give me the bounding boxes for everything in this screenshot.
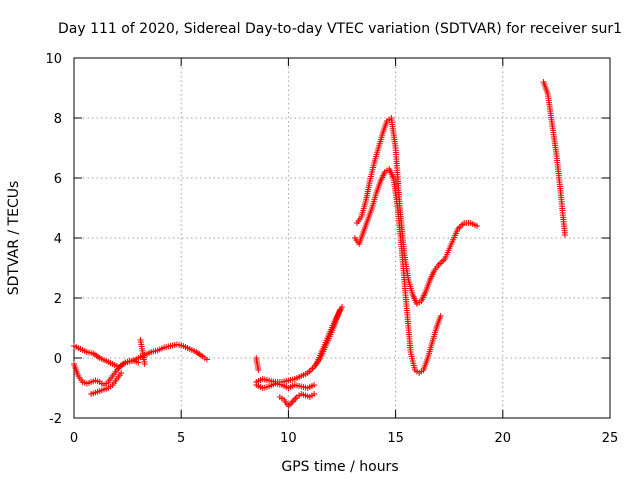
data-point-229 — [292, 395, 299, 402]
series-0-segment-11 — [540, 79, 568, 238]
x-tick-label-5: 25 — [602, 431, 619, 446]
y-tick-label-2: 2 — [54, 292, 62, 307]
data-point-438 — [437, 313, 444, 319]
data-point-104 — [135, 359, 142, 366]
series-0-segment-10 — [354, 115, 481, 307]
data-layer — [71, 79, 568, 409]
data-point-696 — [561, 232, 568, 238]
series-0-segment-5 — [253, 307, 343, 385]
data-point-161 — [311, 382, 318, 388]
series-0-segment-1 — [71, 358, 142, 388]
data-point-227 — [289, 398, 296, 405]
series-0-segment-4 — [253, 380, 318, 391]
series-0-segment-7 — [313, 304, 345, 367]
data-point-133 — [141, 361, 148, 367]
data-point-238 — [311, 391, 318, 397]
x-tick-label-1: 5 — [177, 431, 185, 446]
series-0 — [71, 79, 568, 409]
data-point-121 — [118, 370, 125, 376]
x-tick-label-2: 10 — [280, 431, 297, 446]
series-0-segment-2 — [88, 370, 125, 397]
data-point-266 — [339, 304, 345, 310]
y-tick-label-0: -2 — [49, 412, 62, 427]
y-tick-label-1: 0 — [54, 352, 62, 367]
x-axis-label: GPS time / hours — [281, 459, 398, 475]
x-tick-label-3: 15 — [387, 431, 404, 446]
data-point-228 — [291, 397, 298, 403]
chart-title: Day 111 of 2020, Sidereal Day-to-day VTE… — [58, 21, 622, 37]
x-tick-label-0: 0 — [70, 431, 78, 446]
y-axis-label: SDTVAR / TECUs — [6, 181, 22, 296]
data-point-273 — [255, 367, 262, 373]
series-0-segment-8 — [253, 355, 262, 373]
series-0-segment-6 — [276, 391, 318, 409]
y-tick-label-4: 6 — [54, 172, 62, 187]
series-0-segment-3 — [137, 337, 148, 367]
grid-layer — [74, 58, 610, 418]
data-point-65 — [203, 356, 210, 363]
data-point-226 — [288, 400, 295, 406]
y-tick-label-5: 8 — [54, 112, 62, 127]
y-tick-label-3: 4 — [54, 232, 62, 247]
data-point-624 — [474, 223, 481, 229]
x-tick-label-4: 20 — [495, 431, 512, 446]
ticks-layer: 0 5 10 15 20 25 -2 0 2 4 6 8 10 — [45, 52, 618, 446]
y-tick-label-6: 10 — [45, 52, 62, 67]
